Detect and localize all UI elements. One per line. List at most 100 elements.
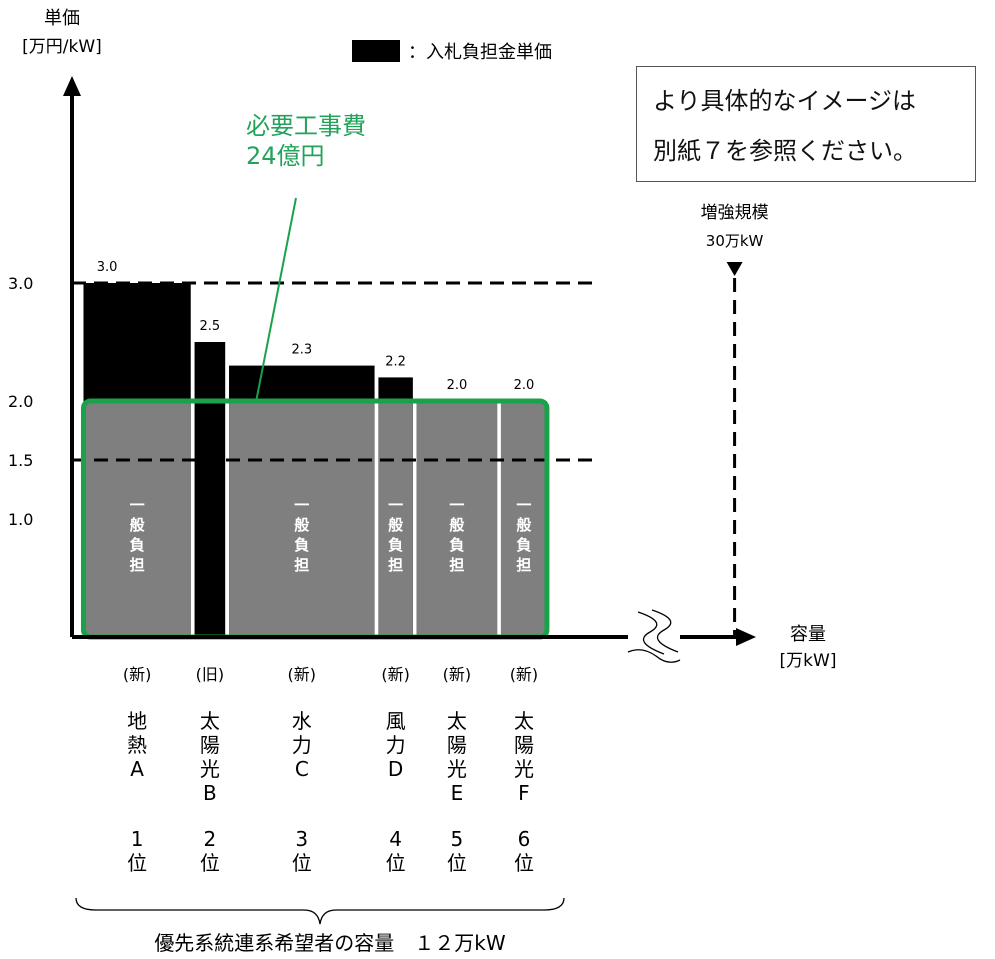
svg-text:般: 般 bbox=[294, 516, 309, 534]
cost-label-line-2: 24億円 bbox=[246, 142, 325, 170]
bid-cost-bar-2 bbox=[194, 342, 226, 637]
rank-label-4: 4位 bbox=[386, 827, 406, 875]
svg-text:担: 担 bbox=[388, 556, 403, 574]
svg-text:C: C bbox=[295, 757, 309, 781]
svg-text:力: 力 bbox=[292, 733, 312, 757]
svg-text:太: 太 bbox=[514, 709, 534, 733]
expansion-label: 増強規模 bbox=[701, 203, 769, 223]
y-axis-title: 単価 bbox=[44, 8, 80, 29]
status-label-6: (新) bbox=[510, 665, 539, 684]
note-line-1: より具体的なイメージは bbox=[653, 87, 917, 115]
svg-text:一: 一 bbox=[388, 496, 403, 514]
rank-label-6: 6位 bbox=[514, 827, 534, 875]
svg-text:負: 負 bbox=[388, 536, 403, 554]
svg-text:A: A bbox=[130, 757, 144, 781]
y-tick-label: 3.0 bbox=[8, 274, 33, 293]
value-label-5: 2.0 bbox=[447, 378, 468, 393]
legend-swatch bbox=[352, 40, 400, 62]
svg-text:負: 負 bbox=[516, 536, 531, 554]
svg-text:一: 一 bbox=[516, 496, 531, 514]
general-share-band-5 bbox=[416, 401, 498, 637]
axis-break-icon-1 bbox=[637, 611, 665, 655]
svg-text:一: 一 bbox=[294, 496, 309, 514]
svg-text:陽: 陽 bbox=[200, 733, 220, 757]
y-tick-label: 1.5 bbox=[8, 451, 33, 470]
applicant-name-1: 地熱A bbox=[127, 709, 147, 781]
general-share-band-3 bbox=[229, 401, 375, 637]
svg-text:光: 光 bbox=[447, 757, 467, 781]
expansion-value: 30万kW bbox=[706, 232, 764, 250]
svg-text:水: 水 bbox=[292, 709, 312, 733]
svg-text:4: 4 bbox=[389, 827, 402, 851]
general-share-band-6 bbox=[500, 401, 547, 637]
value-label-2: 2.5 bbox=[200, 319, 221, 334]
svg-text:風: 風 bbox=[386, 709, 406, 733]
note-line-2: 別紙７を参照ください。 bbox=[653, 137, 917, 165]
rank-label-1: 1位 bbox=[127, 827, 147, 875]
y-axis-arrow-icon bbox=[63, 76, 81, 96]
status-label-1: (新) bbox=[123, 665, 152, 684]
svg-text:位: 位 bbox=[386, 851, 406, 875]
svg-text:般: 般 bbox=[516, 516, 531, 534]
status-label-4: (新) bbox=[381, 665, 410, 684]
legend-label: ：入札負担金単価 bbox=[408, 42, 552, 63]
svg-text:位: 位 bbox=[200, 851, 220, 875]
svg-text:一: 一 bbox=[130, 496, 145, 514]
x-axis-title: 容量 bbox=[790, 624, 826, 645]
rank-label-2: 2位 bbox=[200, 827, 220, 875]
x-axis-unit: [万kW] bbox=[780, 651, 837, 671]
svg-text:E: E bbox=[451, 781, 464, 805]
applicant-name-3: 水力C bbox=[292, 709, 312, 781]
y-tick-label: 1.0 bbox=[8, 510, 33, 529]
svg-text:B: B bbox=[203, 781, 217, 805]
svg-text:熱: 熱 bbox=[127, 733, 147, 757]
cost-label-line-1: 必要工事費 bbox=[246, 112, 366, 140]
svg-text:位: 位 bbox=[514, 851, 534, 875]
value-label-4: 2.2 bbox=[385, 354, 406, 369]
cost-leader-line bbox=[255, 197, 297, 403]
status-label-2: (旧) bbox=[196, 665, 225, 684]
value-label-1: 3.0 bbox=[97, 260, 118, 275]
svg-text:1: 1 bbox=[131, 827, 144, 851]
svg-text:一: 一 bbox=[449, 496, 464, 514]
applicant-name-4: 風力D bbox=[386, 709, 406, 781]
svg-text:3: 3 bbox=[295, 827, 308, 851]
value-label-6: 2.0 bbox=[514, 378, 535, 393]
svg-text:太: 太 bbox=[200, 709, 220, 733]
svg-text:担: 担 bbox=[449, 556, 464, 574]
status-label-3: (新) bbox=[288, 665, 317, 684]
svg-text:位: 位 bbox=[447, 851, 467, 875]
svg-text:地: 地 bbox=[127, 709, 147, 733]
svg-text:F: F bbox=[518, 781, 530, 805]
svg-text:担: 担 bbox=[130, 556, 145, 574]
x-axis-arrow-icon bbox=[736, 628, 756, 646]
bottom-caption: 優先系統連系希望者の容量 １２万kW bbox=[154, 931, 506, 955]
svg-text:6: 6 bbox=[518, 827, 531, 851]
y-axis-unit: [万円/kW] bbox=[22, 37, 102, 57]
svg-text:担: 担 bbox=[516, 556, 531, 574]
svg-text:光: 光 bbox=[200, 757, 220, 781]
rank-label-3: 3位 bbox=[292, 827, 312, 875]
svg-text:太: 太 bbox=[447, 709, 467, 733]
svg-text:光: 光 bbox=[514, 757, 534, 781]
svg-text:力: 力 bbox=[386, 733, 406, 757]
svg-text:般: 般 bbox=[449, 516, 464, 534]
status-label-5: (新) bbox=[443, 665, 472, 684]
svg-text:位: 位 bbox=[127, 851, 147, 875]
svg-text:負: 負 bbox=[130, 536, 145, 554]
svg-text:D: D bbox=[388, 757, 403, 781]
svg-text:5: 5 bbox=[451, 827, 464, 851]
axis-break-icon-2 bbox=[651, 609, 679, 653]
svg-text:陽: 陽 bbox=[514, 733, 534, 757]
axis-break-icon-3 bbox=[627, 649, 681, 663]
reference-note-box: より具体的なイメージは 別紙７を参照ください。 bbox=[636, 66, 976, 182]
value-label-3: 2.3 bbox=[291, 343, 312, 358]
